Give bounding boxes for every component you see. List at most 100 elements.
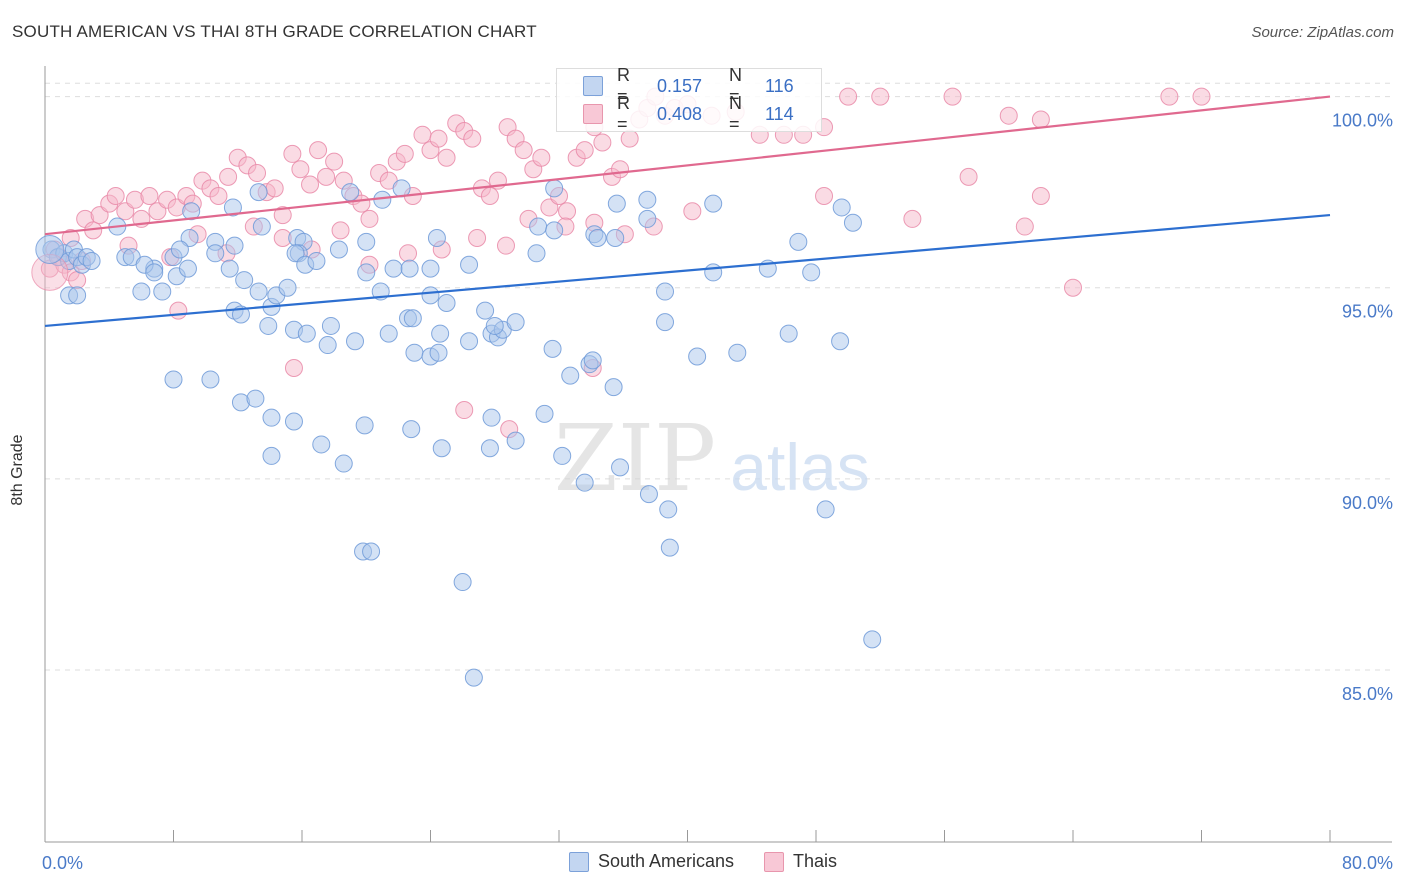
- south-american-point: [843, 213, 862, 232]
- south-american-point: [831, 332, 850, 351]
- thai-point: [248, 164, 267, 183]
- thai-point: [540, 198, 559, 217]
- south-american-point: [262, 408, 281, 427]
- south-american-point: [656, 313, 675, 332]
- thai-point: [360, 209, 379, 228]
- south-american-point: [178, 259, 197, 278]
- thai-point: [1064, 278, 1082, 297]
- south-american-point: [249, 282, 268, 301]
- south-american-point: [656, 282, 675, 301]
- thai-point: [331, 221, 350, 240]
- south-american-point: [688, 347, 707, 366]
- south-american-point: [145, 263, 164, 282]
- thai-point: [169, 301, 188, 320]
- south-american-point: [341, 183, 360, 202]
- south-american-point: [170, 240, 189, 259]
- thai-point: [140, 186, 159, 205]
- south-american-point: [206, 244, 225, 263]
- thai-point: [514, 141, 533, 160]
- thai-point: [309, 141, 328, 160]
- thai-point: [273, 206, 292, 225]
- thai-point: [683, 202, 702, 221]
- n-label: N =: [729, 65, 742, 106]
- r-label: R =: [617, 93, 630, 134]
- thai-point: [871, 87, 890, 106]
- south-american-point: [485, 316, 504, 335]
- pink-swatch: [583, 104, 603, 124]
- r-value: 0.157: [657, 75, 703, 96]
- south-american-point: [182, 202, 201, 221]
- south-american-point: [482, 408, 501, 427]
- south-american-point: [606, 229, 625, 248]
- n-value: 116: [765, 75, 794, 96]
- r-label: R =: [617, 65, 630, 106]
- south-american-point: [728, 343, 747, 362]
- south-american-point: [278, 278, 297, 297]
- south-american-point: [220, 259, 239, 278]
- south-american-point: [286, 244, 305, 263]
- south-american-point: [225, 236, 244, 255]
- south-american-point: [460, 332, 479, 351]
- thai-point: [1031, 186, 1050, 205]
- south-american-point: [583, 351, 602, 370]
- thai-point: [437, 148, 456, 167]
- south-american-point: [259, 316, 278, 335]
- south-american-point: [132, 282, 151, 301]
- south-american-point: [334, 454, 353, 473]
- thai-point: [532, 148, 551, 167]
- n-value: 114: [765, 103, 794, 124]
- thai-point: [815, 186, 834, 205]
- south-american-point: [329, 240, 348, 259]
- south-american-point: [704, 194, 723, 213]
- south-american-point: [421, 259, 440, 278]
- south-american-point: [180, 229, 199, 248]
- south-american-point: [318, 336, 337, 355]
- south-american-point: [789, 232, 808, 251]
- south-american-point: [429, 343, 448, 362]
- thai-point: [284, 358, 303, 377]
- thais-trend-line: [44, 95, 1331, 236]
- thai-point: [90, 206, 109, 225]
- thai-point: [496, 236, 515, 255]
- legend-item-south-americans: South Americans: [568, 851, 734, 872]
- south-american-point: [82, 251, 101, 270]
- south-american-point: [832, 198, 851, 217]
- y-tick-label: 90.0%: [1342, 493, 1393, 513]
- south-american-point: [402, 420, 421, 439]
- south-american-point: [527, 244, 546, 263]
- watermark-zip: ZIP: [554, 405, 716, 512]
- south-american-point: [284, 412, 303, 431]
- south-american-point: [431, 324, 450, 343]
- south-american-point: [460, 255, 479, 274]
- thai-point: [148, 202, 167, 221]
- pink-swatch: [764, 851, 785, 872]
- y-tick-label: 85.0%: [1342, 684, 1393, 704]
- legend-label: Thais: [793, 851, 838, 871]
- tick-labels: 85.0% 90.0% 95.0% 100.0% 0.0% 80.0%: [42, 111, 1393, 873]
- south-american-point: [235, 271, 254, 290]
- series-legend: South Americans Thais: [0, 851, 1406, 872]
- south-american-point: [638, 190, 657, 209]
- thai-point: [413, 125, 432, 144]
- south-american-point: [480, 439, 499, 458]
- south-american-point: [464, 668, 483, 687]
- south-american-point: [704, 263, 723, 282]
- blue-swatch: [583, 76, 603, 96]
- thai-point: [325, 152, 344, 171]
- south-american-point: [506, 313, 525, 332]
- thai-point: [455, 401, 474, 420]
- blue-swatch: [568, 851, 589, 872]
- south-american-point: [252, 217, 271, 236]
- stats-legend: R = 0.157 N = 116 R = 0.408 N = 114: [556, 65, 822, 134]
- thai-point: [611, 160, 630, 179]
- thai-point: [903, 209, 922, 228]
- south-american-point: [321, 316, 340, 335]
- thai-point: [209, 186, 228, 205]
- south-american-point: [453, 573, 472, 592]
- n-label: N =: [729, 93, 742, 134]
- thai-point: [480, 186, 499, 205]
- south-american-point: [607, 194, 626, 213]
- south-american-point: [357, 232, 376, 251]
- south-american-point: [660, 538, 679, 557]
- watermark-atlas: atlas: [730, 430, 869, 504]
